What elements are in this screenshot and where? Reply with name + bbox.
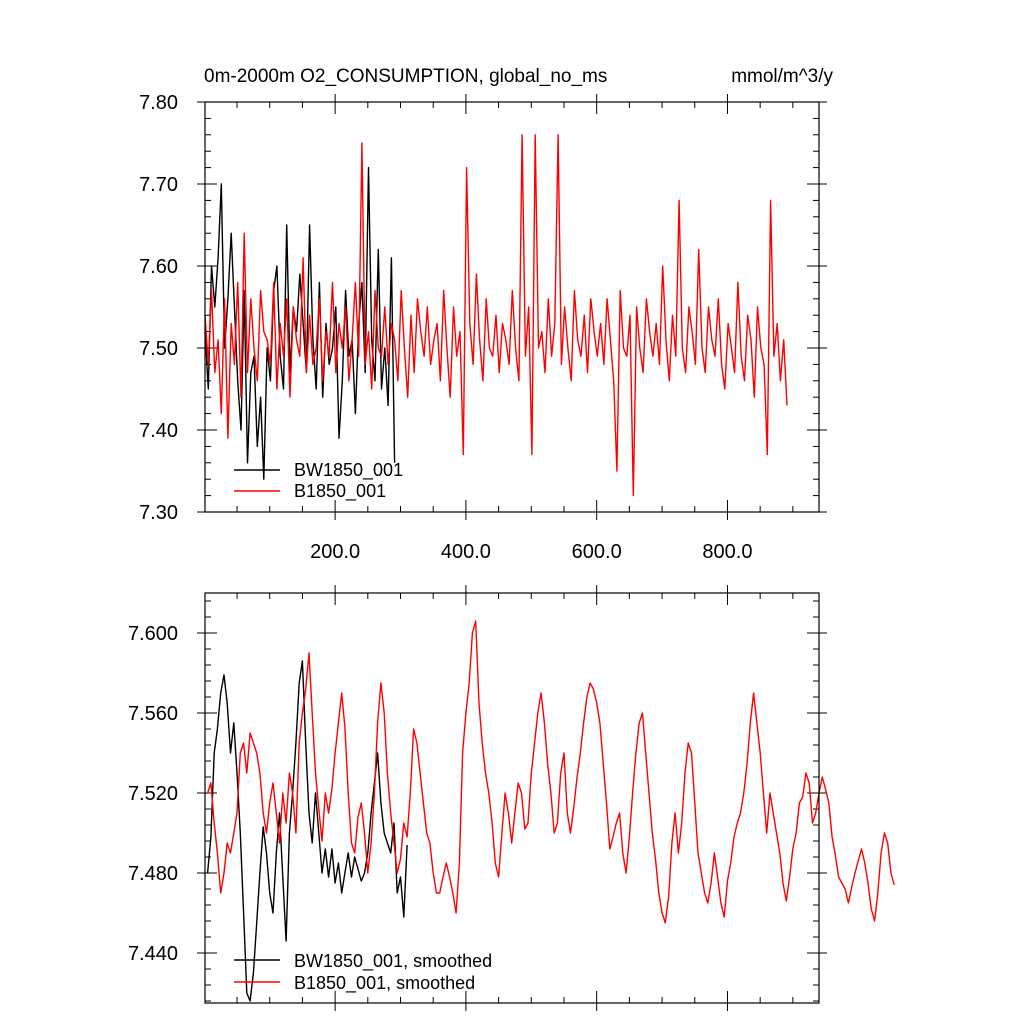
y-tick-label: 7.440 [128,943,178,965]
series-line-bw1850-001 [206,660,408,1002]
y-tick-label: 7.30 [139,502,178,524]
bottom-y-tick-labels: 7.440 7.480 7.520 7.560 7.600 [128,623,178,965]
bottom-legend-label-bw1850: BW1850_001, smoothed [294,951,492,972]
x-tick-label: 400.0 [441,541,491,563]
top-series-lines [204,134,788,497]
bottom-legend-label-b1850: B1850_001, smoothed [294,973,475,994]
y-tick-label: 7.60 [139,256,178,278]
y-tick-label: 7.520 [128,783,178,805]
y-tick-label: 7.480 [128,863,178,885]
series-line-bw1850-001 [204,166,396,480]
top-plot-frame [204,101,820,513]
series-line-b1850-001 [204,134,788,497]
bottom-series-lines [206,620,895,1002]
y-tick-label: 7.600 [128,623,178,645]
y-tick-label: 7.50 [139,338,178,360]
y-tick-label: 7.40 [139,420,178,442]
bottom-tick-marks [197,585,827,1011]
x-tick-label: 800.0 [702,541,752,563]
bottom-legend: BW1850_001, smoothed B1850_001, smoothed [234,951,492,994]
x-tick-label: 200.0 [310,541,360,563]
top-title-units: mmol/m^3/y [731,66,833,87]
y-tick-label: 7.70 [139,174,178,196]
bottom-plot-frame [204,592,820,1004]
series-line-b1850-001 [206,620,895,924]
top-title-left: 0m-2000m O2_CONSUMPTION, global_no_ms [204,66,607,87]
top-panel: 0m-2000m O2_CONSUMPTION, global_no_ms mm… [139,66,833,563]
x-tick-label: 600.0 [572,541,622,563]
top-legend-label-bw1850: BW1850_001 [294,460,403,481]
top-x-tick-labels: 200.0 400.0 600.0 800.0 [310,541,752,563]
y-tick-label: 7.80 [139,92,178,114]
y-tick-label: 7.560 [128,703,178,725]
top-y-tick-labels: 7.30 7.40 7.50 7.60 7.70 7.80 [139,92,178,524]
bottom-panel: 7.440 7.480 7.520 7.560 7.600 BW1850_001, sm… [128,585,895,1011]
top-legend: BW1850_001 B1850_001 [234,460,403,502]
top-legend-label-b1850: B1850_001 [294,481,386,502]
